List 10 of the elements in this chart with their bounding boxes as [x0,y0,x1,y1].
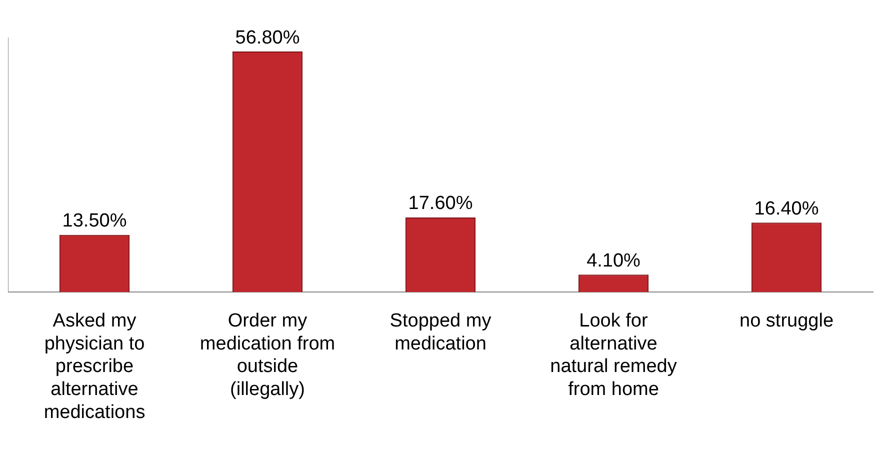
x-tick-label: Order my medication from outside (illegally) [200,310,336,400]
data-label: 4.10% [586,250,641,272]
data-label: 56.80% [235,27,300,48]
x-tick-label: Stopped my medication [390,310,492,354]
x-tick-label: no struggle [739,310,834,332]
x-tick-label: Asked my physician to prescribe alternative medications [44,310,146,423]
data-label: 17.60% [408,193,473,214]
data-label: 13.50% [62,210,127,232]
x-tick-label: Look for alternative natural remedy from home [550,310,678,400]
data-label: 16.40% [754,198,819,220]
